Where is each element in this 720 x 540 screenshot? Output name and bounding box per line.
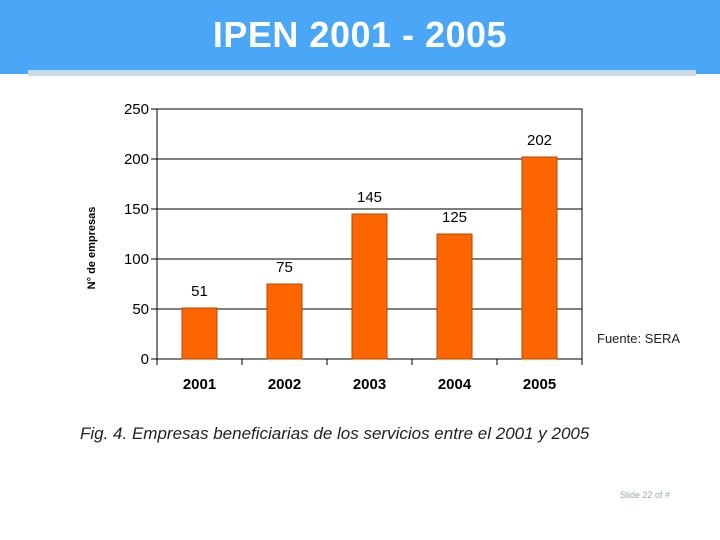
slide-number: Slide 22 of # [620,490,671,500]
bar [266,283,303,360]
y-tick-label: 200 [124,151,149,168]
title-bar-shadow [28,70,696,76]
data-label: 51 [191,283,208,300]
data-label: 75 [276,259,293,276]
bar [436,233,473,360]
data-label: 145 [357,189,382,206]
figure-caption: Fig. 4. Empresas beneficiarias de los se… [80,424,590,443]
y-tick-label: 150 [124,201,149,218]
bar [521,156,558,360]
x-tick-label: 2003 [353,376,386,393]
y-tick-label: 100 [124,251,149,268]
data-label: 202 [527,132,552,149]
y-tick-label: 50 [132,301,149,318]
slide-title: IPEN 2001 - 2005 [212,14,508,55]
x-tick-label: 2005 [523,376,556,393]
y-tick-label: 250 [124,101,149,118]
bar [181,307,218,360]
data-label: 125 [442,209,467,226]
y-tick-label: 0 [141,351,149,368]
x-tick-label: 2001 [183,376,216,393]
bar [351,213,388,360]
source-note: Fuente: SERA [597,331,681,346]
x-tick-label: 2002 [268,376,301,393]
y-axis-label: N° de empresas [86,207,98,290]
x-tick-label: 2004 [438,376,472,393]
title-bar [0,0,720,74]
